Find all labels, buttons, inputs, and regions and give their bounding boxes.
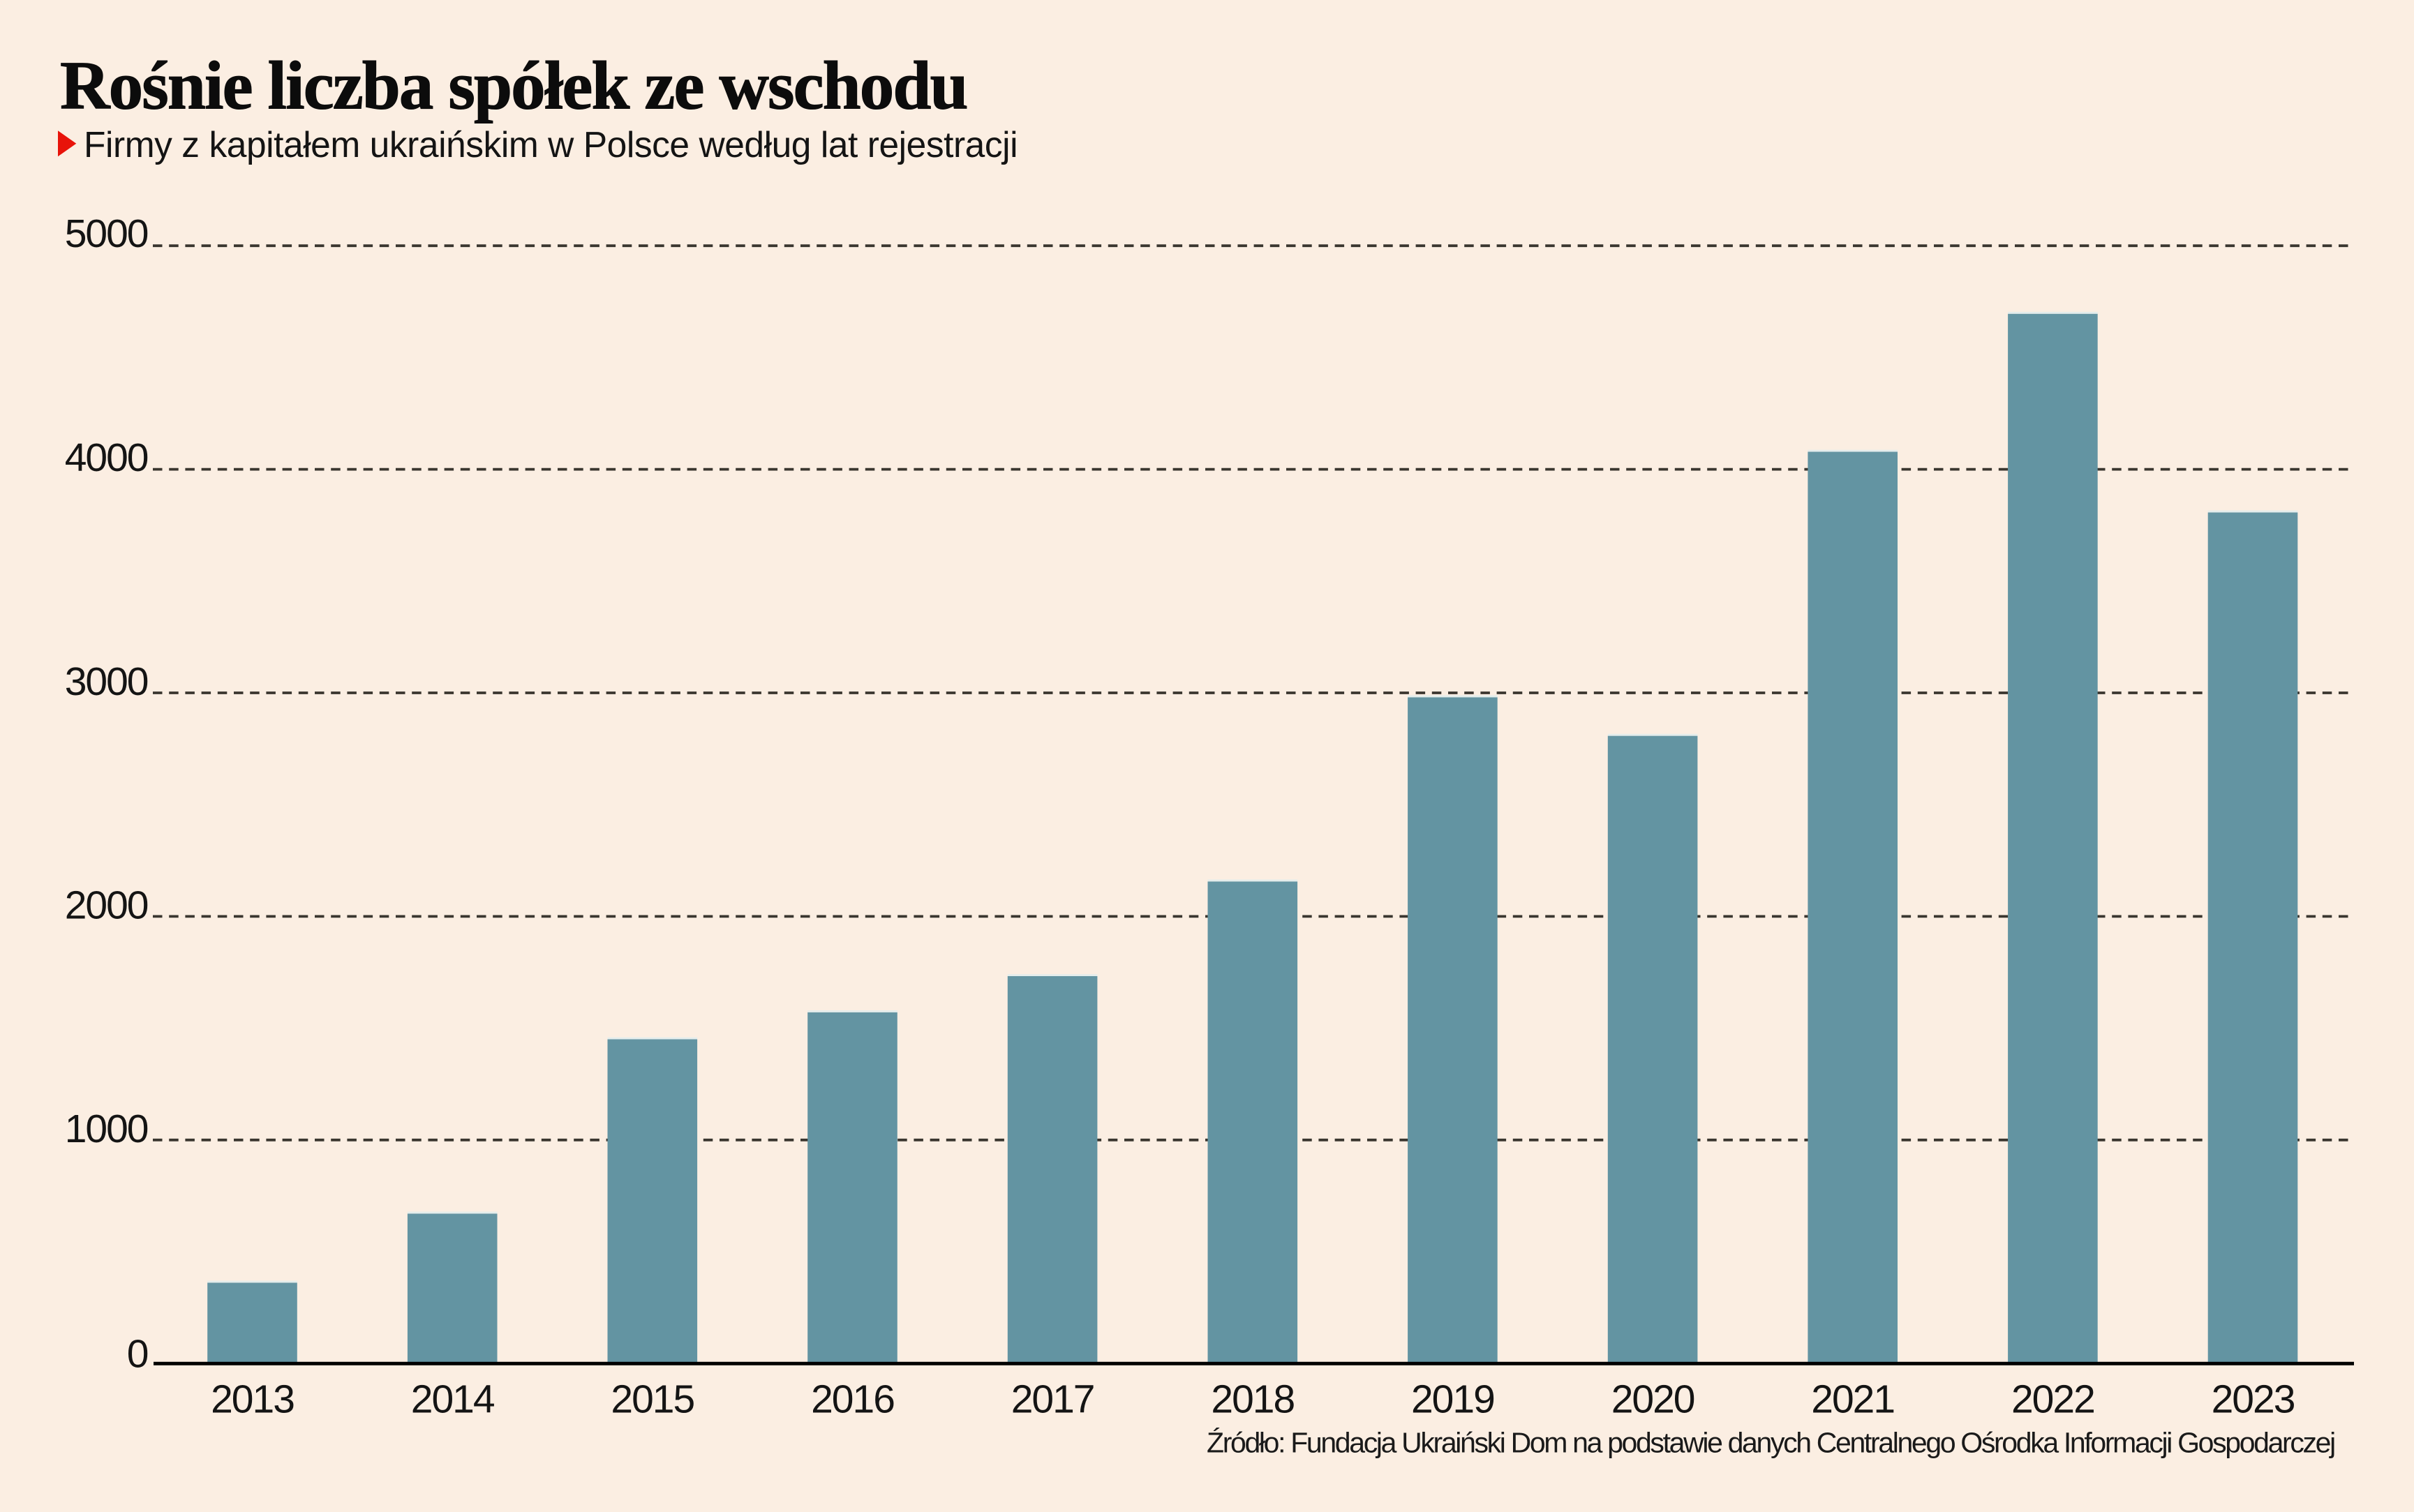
- svg-text:2000: 2000: [65, 883, 148, 928]
- svg-text:2016: 2016: [811, 1377, 894, 1421]
- svg-text:2014: 2014: [411, 1377, 495, 1421]
- svg-text:2019: 2019: [1411, 1377, 1494, 1421]
- svg-text:3000: 3000: [65, 659, 148, 704]
- svg-text:Rośnie liczba spółek ze wschod: Rośnie liczba spółek ze wschodu: [60, 48, 967, 124]
- svg-text:2020: 2020: [1611, 1377, 1694, 1421]
- svg-text:2022: 2022: [2011, 1377, 2094, 1421]
- svg-text:2013: 2013: [211, 1377, 294, 1421]
- svg-text:Firmy z kapitałem ukraińskim w: Firmy z kapitałem ukraińskim w Polsce we…: [84, 124, 1018, 165]
- svg-text:2017: 2017: [1011, 1377, 1094, 1421]
- svg-text:Źródło: Fundacja Ukraiński Dom: Źródło: Fundacja Ukraiński Dom na podsta…: [1207, 1427, 2334, 1459]
- svg-text:2015: 2015: [611, 1377, 694, 1421]
- svg-text:1000: 1000: [65, 1107, 148, 1151]
- svg-text:5000: 5000: [65, 211, 148, 256]
- svg-text:0: 0: [127, 1332, 148, 1377]
- svg-text:2023: 2023: [2212, 1377, 2295, 1421]
- svg-text:2021: 2021: [1811, 1377, 1894, 1421]
- svg-text:4000: 4000: [65, 435, 148, 480]
- svg-text:2018: 2018: [1211, 1377, 1294, 1421]
